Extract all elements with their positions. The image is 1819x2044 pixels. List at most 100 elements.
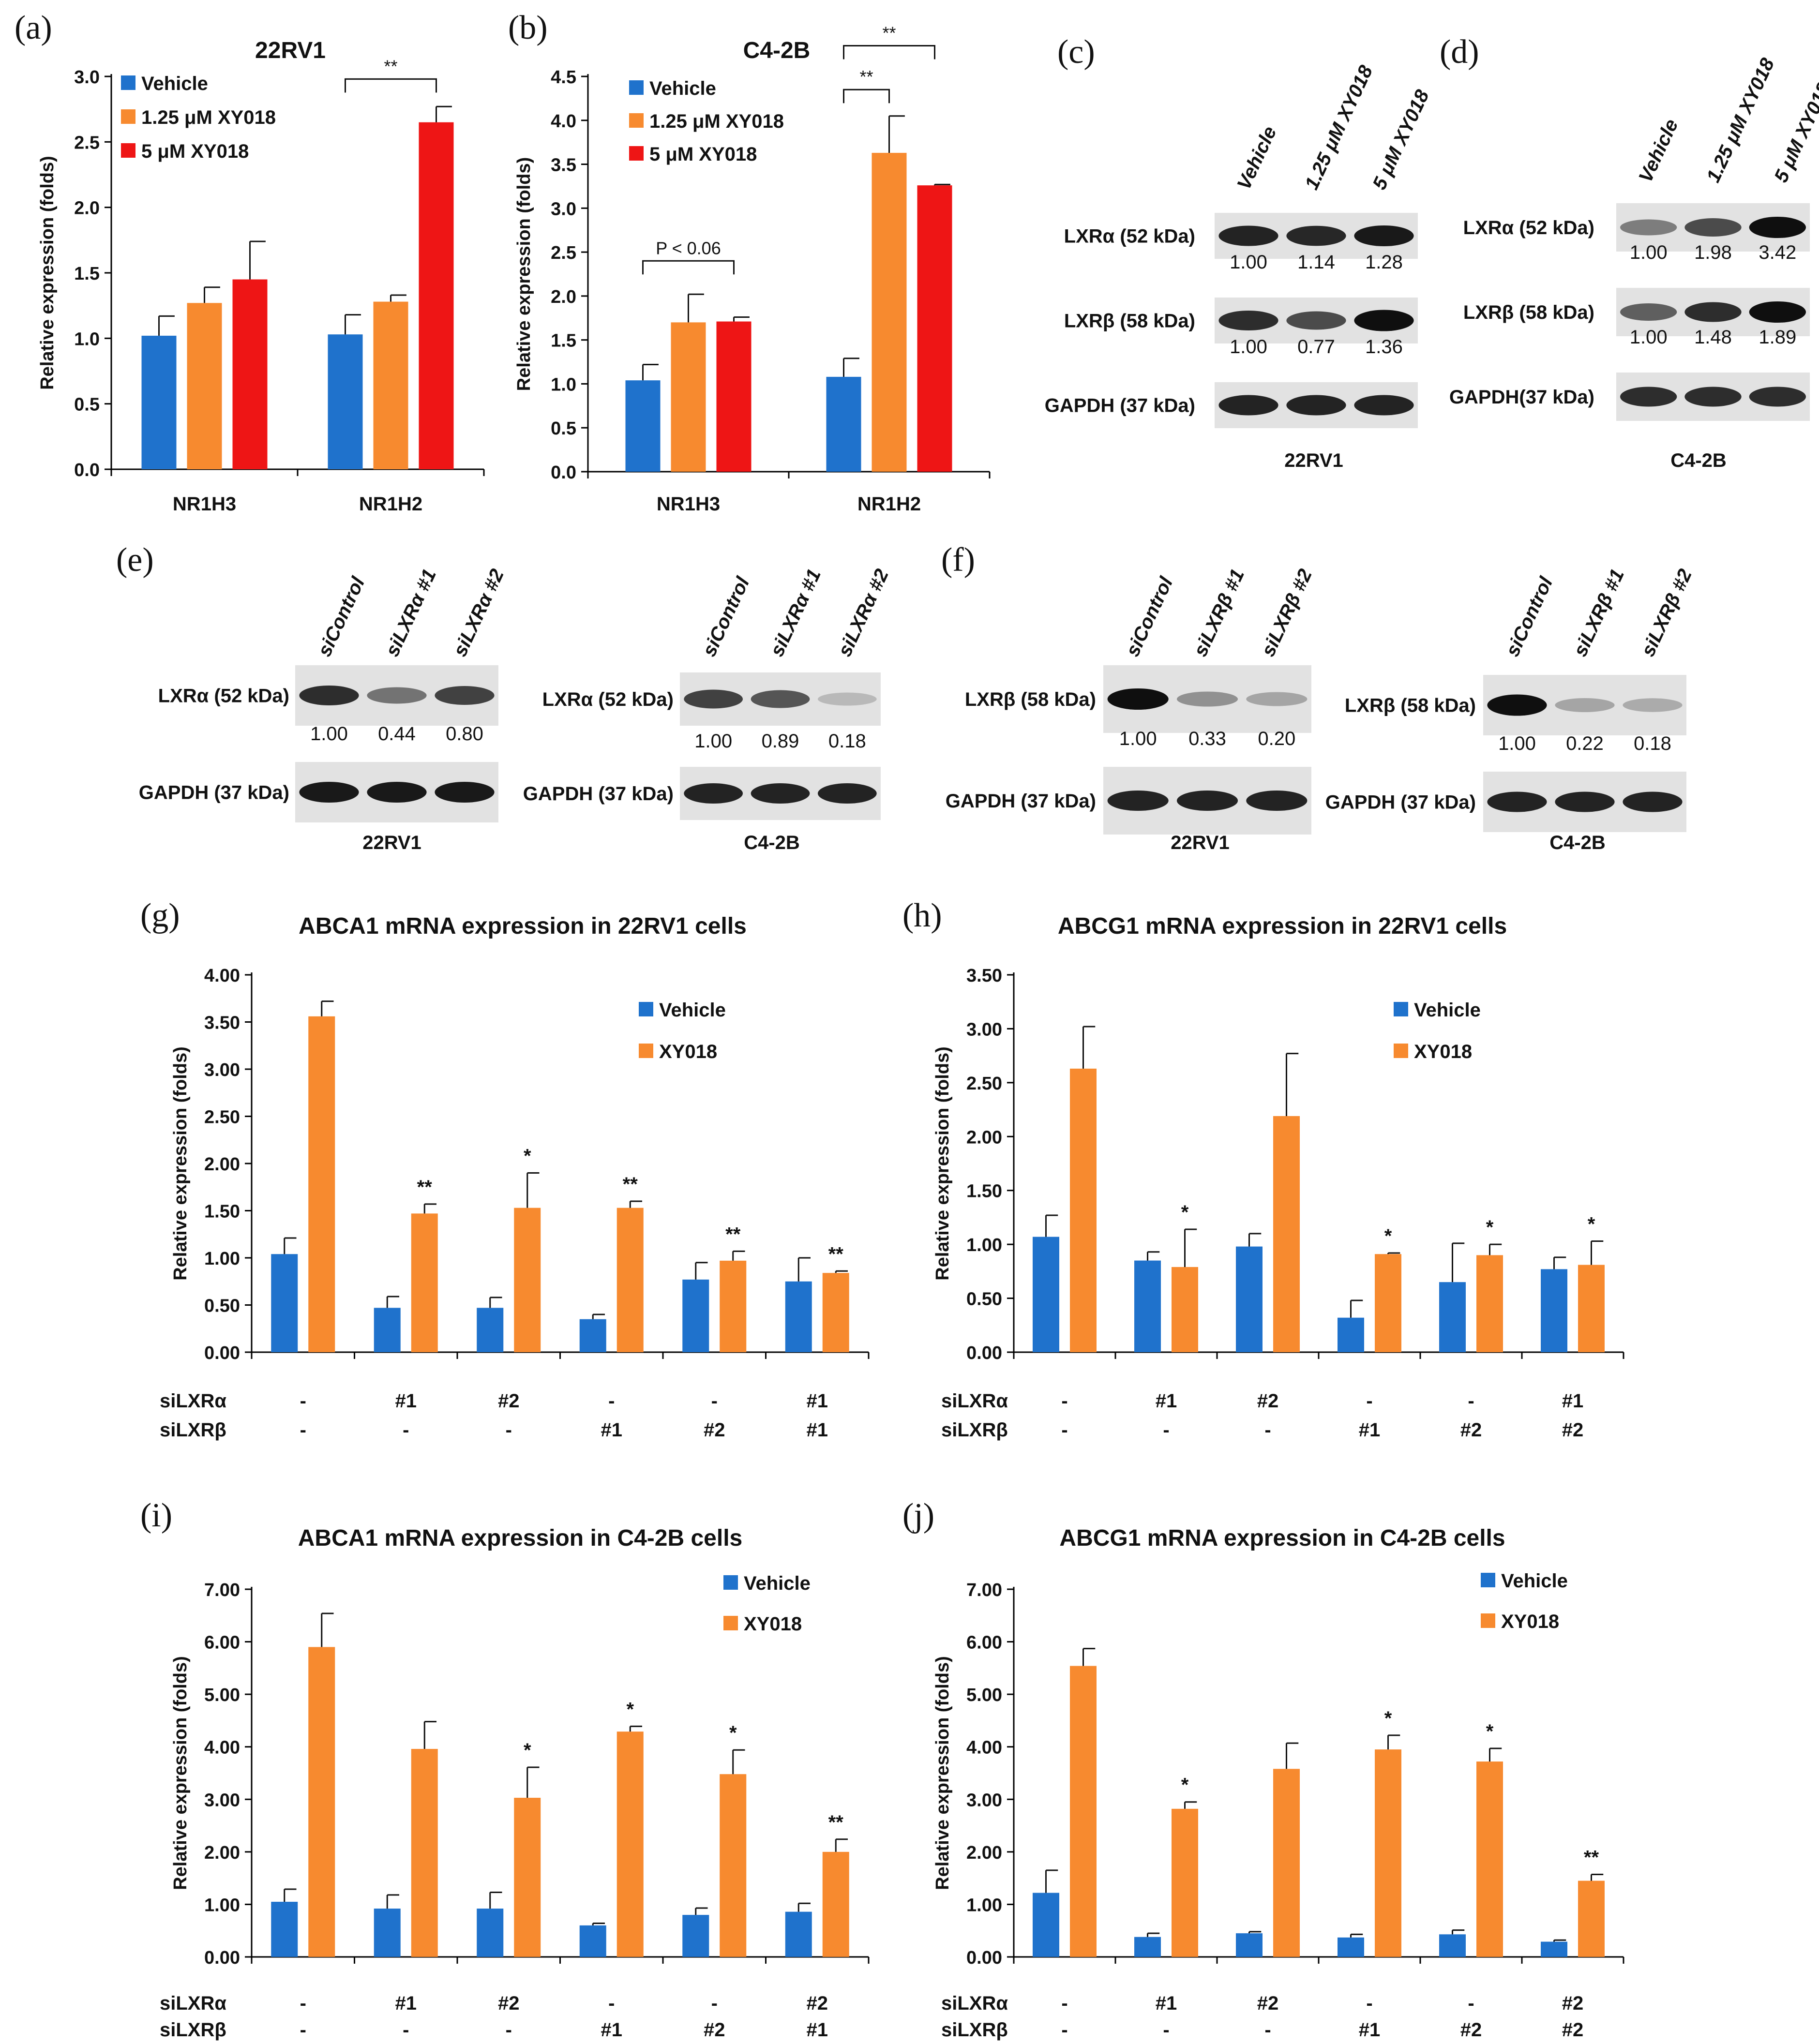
legend-entry: 5 μM XY018 <box>141 141 249 162</box>
y-axis-label: Relative expression (folds) <box>170 1046 191 1281</box>
bar <box>872 152 907 472</box>
blot-band <box>817 783 877 804</box>
bar <box>419 122 454 469</box>
significance-star: * <box>1181 1775 1189 1796</box>
panel-label: (e) <box>116 541 154 579</box>
y-tick-label: 1.00 <box>966 1235 1002 1255</box>
band-quantification: 0.33 <box>1188 728 1226 749</box>
panel-label: (b) <box>508 9 548 46</box>
cell-line-label: 22RV1 <box>1284 450 1343 471</box>
legend: Vehicle XY018 <box>1481 1570 1568 1632</box>
sirna-beta-value: #1 <box>1359 2019 1381 2041</box>
protein-label: GAPDH (37 kDa) <box>1325 792 1476 813</box>
y-tick-label: 4.00 <box>204 1738 240 1758</box>
blot-band <box>1107 791 1169 811</box>
legend-entry: XY018 <box>1501 1611 1559 1632</box>
sirna-alpha-value: #2 <box>807 1993 828 2014</box>
bracket-label: P < 0.06 <box>656 238 721 258</box>
bar <box>477 1909 504 1957</box>
legend-entry: Vehicle <box>1414 1000 1481 1021</box>
legend: Vehicle 1.25 μM XY018 5 μM XY018 <box>121 73 276 162</box>
bar <box>187 303 222 469</box>
bracket-label: ** <box>882 23 896 43</box>
band-quantification: 0.22 <box>1566 733 1604 754</box>
y-tick-label: 1.00 <box>204 1895 240 1915</box>
lane-label: siControl <box>698 573 753 659</box>
legend-entry: XY018 <box>659 1041 717 1062</box>
sirna-beta-value: #1 <box>601 1419 623 1441</box>
bar <box>308 1016 335 1352</box>
sirna-beta-value: #1 <box>807 2019 828 2041</box>
legend: Vehicle XY018 <box>723 1573 811 1635</box>
blot-band <box>751 783 810 804</box>
protein-label: GAPDH(37 kDa) <box>1449 387 1594 408</box>
y-tick-label: 7.00 <box>204 1580 240 1600</box>
band-quantification: 3.42 <box>1759 242 1796 263</box>
bar <box>1236 1246 1263 1352</box>
blot-band <box>1555 698 1615 712</box>
legend-entry: 1.25 μM XY018 <box>649 111 784 132</box>
y-tick-label: 3.5 <box>551 155 576 176</box>
lane-label: Vehicle <box>1233 123 1280 193</box>
y-tick-label: 0.00 <box>966 1948 1002 1968</box>
bar <box>374 1308 401 1352</box>
y-tick-label: 3.00 <box>204 1790 240 1810</box>
protein-label: GAPDH (37 kDa) <box>139 782 289 804</box>
blot-band <box>1176 791 1238 811</box>
bar <box>716 321 752 472</box>
bar <box>1033 1237 1059 1352</box>
y-tick-label: 3.00 <box>204 1060 240 1080</box>
sirna-beta-label: siLXRβ <box>160 1419 226 1441</box>
legend-swatch <box>121 109 135 124</box>
significance-star: ** <box>623 1174 638 1195</box>
y-tick-label: 0.5 <box>551 418 576 439</box>
blot-band <box>1286 395 1346 416</box>
significance-star: * <box>1486 1721 1494 1742</box>
cell-line-label: 22RV1 <box>1171 832 1230 853</box>
sirna-alpha-value: #1 <box>395 1993 417 2014</box>
chart-a: (a) 22RV1 0.0 0.5 1.0 1.5 2.0 2.5 3.0 Relative ex… <box>15 9 485 515</box>
sirna-beta-value: - <box>506 2019 512 2041</box>
significance-star: ** <box>417 1177 433 1198</box>
chart-title: ABCG1 mRNA expression in 22RV1 cells <box>1058 913 1507 939</box>
blot-band <box>435 686 495 705</box>
protein-label: GAPDH (37 kDa) <box>523 783 674 805</box>
y-tick-label: 7.00 <box>966 1580 1002 1600</box>
sirna-beta-value: #1 <box>1359 1419 1381 1441</box>
lane-label: Vehicle <box>1635 116 1682 186</box>
band-quantification: 0.18 <box>1634 733 1671 754</box>
blot-band <box>1354 395 1414 416</box>
chart-title: C4-2B <box>743 38 811 63</box>
blot-band <box>299 686 359 705</box>
bar <box>1134 1260 1161 1352</box>
blot-band <box>1354 310 1414 331</box>
blot-band <box>1684 387 1742 407</box>
band-quantification: 1.00 <box>694 731 732 752</box>
lane-label: 1.25 μM XY018 <box>1702 55 1779 186</box>
blot-band <box>1620 303 1677 321</box>
protein-label: GAPDH (37 kDa) <box>1045 395 1195 417</box>
y-tick-label: 0.0 <box>551 463 576 483</box>
protein-label: LXRα (52 kDa) <box>158 686 289 707</box>
y-tick-label: 2.00 <box>966 1843 1002 1863</box>
blot-band <box>1286 225 1346 246</box>
sirna-beta-value: - <box>403 1419 409 1441</box>
bar <box>411 1749 438 1957</box>
bar <box>785 1281 812 1352</box>
significance-bracket <box>345 78 437 93</box>
bar <box>1375 1749 1401 1957</box>
y-tick-label: 1.5 <box>74 264 100 284</box>
band-quantification: 0.20 <box>1258 728 1295 749</box>
blot-band <box>1620 219 1677 236</box>
sirna-alpha-label: siLXRα <box>160 1390 226 1412</box>
blot-band <box>1749 217 1806 238</box>
bar <box>1439 1282 1466 1352</box>
legend-swatch <box>639 1044 653 1058</box>
band-quantification: 1.28 <box>1365 252 1403 273</box>
bar <box>411 1213 438 1352</box>
bar <box>1476 1255 1503 1352</box>
panel-label: (i) <box>140 1497 172 1534</box>
legend-swatch <box>629 146 644 161</box>
bar <box>1541 1941 1567 1957</box>
sirna-alpha-label: siLXRα <box>941 1390 1008 1412</box>
